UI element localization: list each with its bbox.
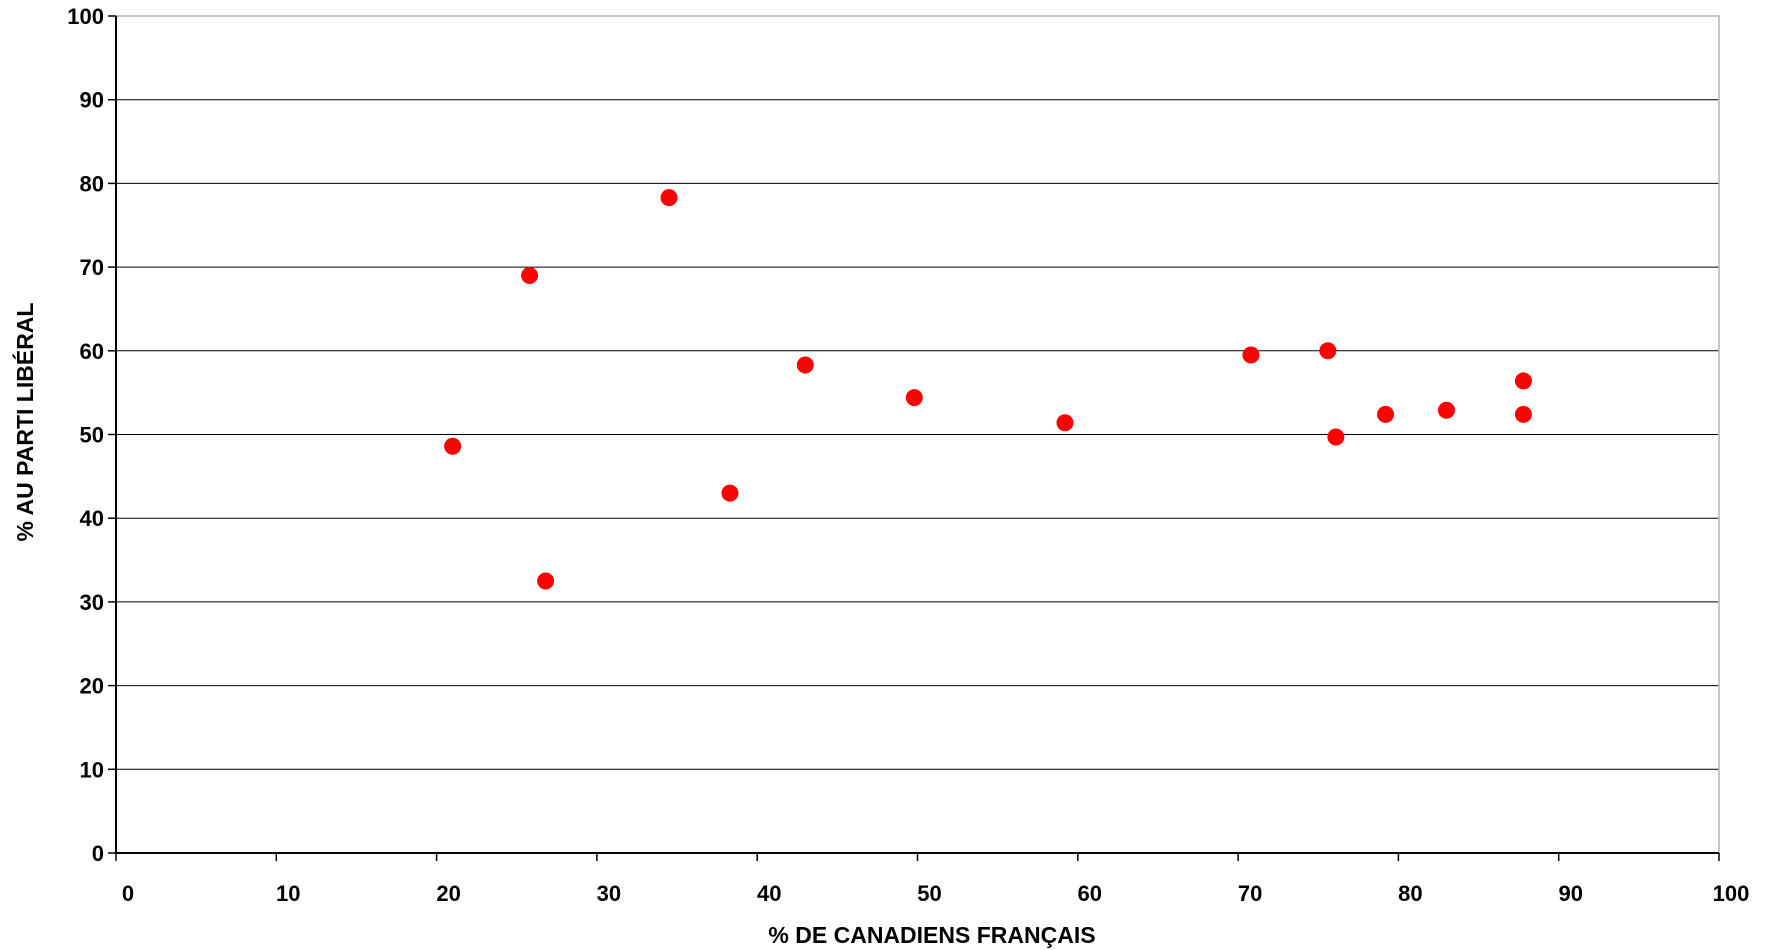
x-tick-label: 20 <box>436 881 460 906</box>
x-tick-label: 100 <box>1713 881 1750 906</box>
x-tick-label: 90 <box>1558 881 1582 906</box>
data-point <box>1514 405 1532 423</box>
data-point <box>521 266 539 284</box>
data-point <box>1056 414 1074 432</box>
y-tick-label: 80 <box>80 171 104 196</box>
y-tick-label: 90 <box>80 88 104 113</box>
x-tick-label: 10 <box>276 881 300 906</box>
y-axis-title: % AU PARTI LIBÉRAL <box>11 303 38 542</box>
y-tick-label: 0 <box>92 841 104 866</box>
y-tick-label: 70 <box>80 255 104 280</box>
y-tick-label: 40 <box>80 506 104 531</box>
data-point <box>1437 401 1455 419</box>
x-axis-title: % DE CANADIENS FRANÇAIS <box>768 922 1095 948</box>
y-tick-label: 60 <box>80 339 104 364</box>
data-point <box>1327 428 1345 446</box>
y-tick-label: 30 <box>80 590 104 615</box>
data-point <box>796 356 814 374</box>
x-tick-label: 50 <box>917 881 941 906</box>
y-tick-label: 20 <box>80 674 104 699</box>
x-tick-label: 70 <box>1238 881 1262 906</box>
data-point <box>444 437 462 455</box>
x-tick-label: 80 <box>1398 881 1422 906</box>
data-point <box>1377 405 1395 423</box>
x-tick-labels: 0 10 20 30 40 50 60 70 80 90 100 <box>122 881 1749 906</box>
axes <box>108 15 1720 861</box>
data-point <box>1514 372 1532 390</box>
y-tick-label: 50 <box>80 423 104 448</box>
x-tick-label: 0 <box>122 881 134 906</box>
data-point <box>537 572 555 590</box>
data-point <box>721 484 739 502</box>
data-point <box>1242 346 1260 364</box>
y-tick-labels: 0 10 20 30 40 50 60 70 80 90 100 <box>67 4 104 866</box>
data-point <box>1319 342 1337 360</box>
x-tick-label: 30 <box>597 881 621 906</box>
data-points <box>444 189 1532 590</box>
data-point <box>660 189 678 207</box>
x-tick-label: 40 <box>757 881 781 906</box>
y-tick-label: 100 <box>67 4 104 29</box>
data-point <box>905 389 923 407</box>
x-tick-label: 60 <box>1078 881 1102 906</box>
y-tick-label: 10 <box>80 757 104 782</box>
